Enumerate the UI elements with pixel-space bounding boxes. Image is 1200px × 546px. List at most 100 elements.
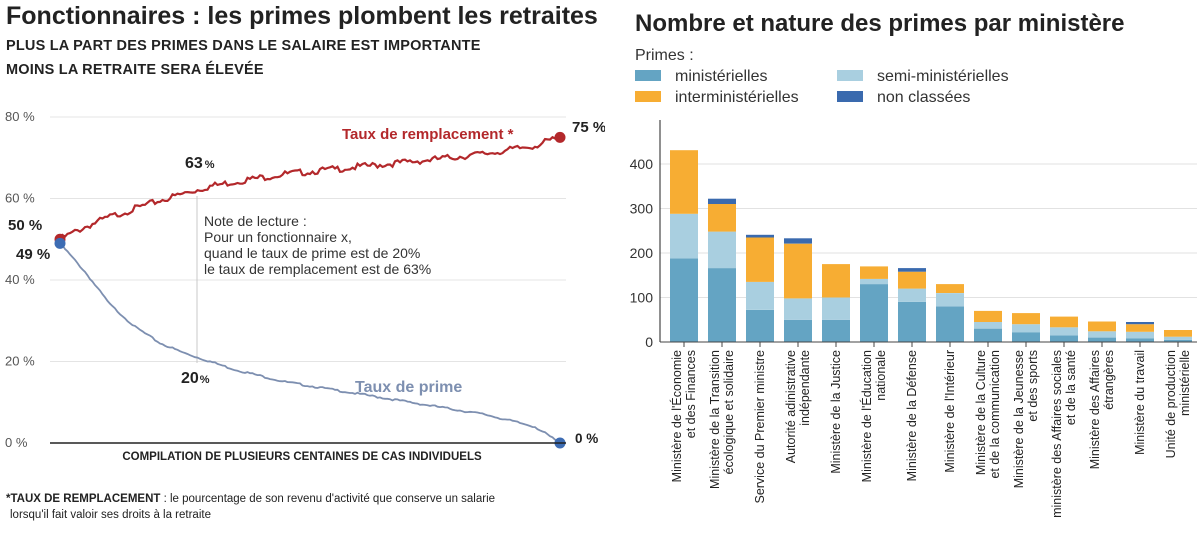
- right-y-tick-label: 400: [630, 156, 654, 172]
- left-title: Fonctionnaires : les primes plombent les…: [6, 2, 598, 30]
- legend-item-non-classees: non classées: [837, 89, 970, 107]
- x-tick-label: ministère des Affaires socialeset de la …: [1050, 350, 1078, 518]
- x-tick-label: Unité de productionministérielle: [1164, 350, 1192, 458]
- bar-segment-semi-ministerielles: [860, 278, 888, 285]
- label-mid-prime: 20%: [181, 370, 210, 387]
- left-subtitle-line1: PLUS LA PART DES PRIMES DANS LE SALAIRE …: [6, 38, 481, 54]
- right-panel: Nombre et nature des primes par ministèr…: [605, 0, 1200, 546]
- bar-segment-interministerielles: [1088, 321, 1116, 332]
- bar-segment-interministerielles: [708, 204, 736, 232]
- bar-segment-ministerielles: [1164, 339, 1192, 342]
- bar-segment-ministerielles: [670, 258, 698, 342]
- bar-segment-ministerielles: [1088, 337, 1116, 342]
- bar-segment-ministerielles: [1050, 335, 1078, 342]
- replacement-rate-line: [59, 135, 561, 240]
- x-tick-label: Ministère de l'Éducationnationale: [859, 350, 888, 482]
- bar-segment-interministerielles: [860, 266, 888, 279]
- bar-segment-semi-ministerielles: [974, 322, 1002, 329]
- footnote-line-1: *TAUX DE REMPLACEMENT : le pourcentage d…: [6, 493, 495, 505]
- x-tick-label: Ministère du travail: [1133, 350, 1147, 455]
- x-tick-label: Service du Premier ministre: [753, 350, 767, 504]
- bar-segment-non-classees: [746, 234, 774, 238]
- replacement-rate-chart: 0 % 20 % 40 % 60 % 80 % 50 % 49 % 75 % 0 % 6…: [5, 109, 605, 521]
- bar-segment-ministerielles: [1126, 338, 1154, 342]
- legend-item-interministerielles: interministérielles: [635, 89, 799, 107]
- bar-segment-ministerielles: [974, 328, 1002, 342]
- right-bars: [670, 150, 1192, 347]
- x-tick-label: Ministère de l'Économieet des Finances: [669, 350, 698, 482]
- bar-segment-non-classees: [784, 238, 812, 244]
- bar-segment-interministerielles: [1050, 316, 1078, 328]
- right-y-tick-label: 100: [630, 290, 654, 306]
- bar-segment-ministerielles: [898, 301, 926, 342]
- replacement-end-point: [554, 131, 566, 143]
- x-tick-label: Ministère des Affairesétrangères: [1088, 350, 1116, 469]
- right-y-tick-label: 300: [630, 201, 654, 217]
- bar-segment-semi-ministerielles: [784, 298, 812, 320]
- x-tick-label: Ministère de la Justice: [829, 350, 843, 474]
- left-y-tick-label: 80 %: [5, 109, 35, 124]
- left-y-tick-label: 40 %: [5, 272, 35, 287]
- bar-segment-interministerielles: [1164, 330, 1192, 337]
- bar-segment-interministerielles: [746, 237, 774, 282]
- note-line-4: le taux de remplacement est de 63%: [204, 261, 431, 277]
- x-tick-label: Ministère de la Transitionécologique et …: [708, 350, 736, 489]
- primes-by-ministry-chart: 0 100 200 300 400 Ministère de l'Économieet …: [630, 120, 1197, 518]
- legend-swatch-interministerielles: [635, 91, 661, 103]
- footnote-line-2: lorsqu'il fait valoir ses droits à la re…: [10, 509, 211, 521]
- prime-rate-line: [59, 242, 561, 444]
- bar-segment-semi-ministerielles: [1164, 336, 1192, 340]
- right-grid: [660, 163, 1197, 298]
- legend-swatch-non-classees: [837, 91, 863, 103]
- bar-segment-interministerielles: [670, 150, 698, 214]
- right-y-ticks: 0 100 200 300 400: [630, 156, 654, 350]
- label-mid-replacement: 63%: [185, 155, 215, 172]
- bar-segment-interministerielles: [784, 243, 812, 299]
- bar-segment-semi-ministerielles: [936, 293, 964, 307]
- bar-segment-ministerielles: [822, 319, 850, 343]
- bar-segment-interministerielles: [822, 264, 850, 298]
- left-panel: Fonctionnaires : les primes plombent les…: [5, 2, 605, 521]
- x-tick-label: Ministère de la Défense: [905, 350, 919, 481]
- legend-item-semi-ministerielles: semi-ministérielles: [837, 68, 1009, 86]
- legend-heading: Primes :: [635, 47, 694, 64]
- bar-segment-semi-ministerielles: [746, 281, 774, 310]
- bar-segment-interministerielles: [898, 271, 926, 289]
- bar-segment-non-classees: [898, 268, 926, 272]
- right-x-tick-labels: Ministère de l'Économieet des Finances Mi…: [669, 350, 1192, 518]
- legend-swatch-semi-ministerielles: [837, 70, 863, 82]
- x-tick-label: Ministère de la Cultureet de la communic…: [974, 350, 1002, 479]
- bar-segment-ministerielles: [1012, 332, 1040, 342]
- bar-segment-non-classees: [1126, 322, 1154, 325]
- x-tick-label: Autorité adinistrativeindépendante: [784, 350, 812, 463]
- bar-segment-semi-ministerielles: [1050, 327, 1078, 336]
- bar-segment-semi-ministerielles: [1126, 331, 1154, 339]
- note-line-3: quand le taux de prime est de 20%: [204, 245, 420, 261]
- bar-segment-interministerielles: [936, 284, 964, 293]
- right-y-tick-label: 0: [645, 334, 653, 350]
- note-line-2: Pour un fonctionnaire x,: [204, 229, 352, 245]
- label-start-replacement: 50 %: [8, 217, 42, 234]
- label-start-prime: 49 %: [16, 246, 50, 263]
- bar-segment-ministerielles: [746, 310, 774, 342]
- legend-item-ministerielles: ministérielles: [635, 68, 767, 86]
- left-y-tick-label: 20 %: [5, 354, 35, 369]
- bar-segment-interministerielles: [974, 310, 1002, 322]
- bar-segment-ministerielles: [936, 306, 964, 342]
- series-label-prime: Taux de prime: [355, 379, 462, 396]
- bar-segment-ministerielles: [860, 284, 888, 342]
- right-title: Nombre et nature des primes par ministèr…: [635, 10, 1125, 37]
- bar-segment-semi-ministerielles: [822, 297, 850, 320]
- bar-segment-semi-ministerielles: [1012, 324, 1040, 333]
- note-line-1: Note de lecture :: [204, 213, 307, 229]
- x-tick-label: Ministère de la Jeunesseet des sports: [1012, 350, 1040, 488]
- reading-note: Note de lecture : Pour un fonctionnaire …: [204, 213, 431, 277]
- bar-segment-ministerielles: [784, 319, 812, 343]
- label-end-replacement: 75 %: [572, 119, 605, 136]
- bar-segment-interministerielles: [1012, 313, 1040, 325]
- bar-segment-semi-ministerielles: [1088, 331, 1116, 338]
- prime-start-point: [54, 237, 66, 249]
- left-grid: [50, 116, 566, 362]
- label-end-prime: 0 %: [575, 431, 598, 446]
- bar-segment-non-classees: [708, 198, 736, 204]
